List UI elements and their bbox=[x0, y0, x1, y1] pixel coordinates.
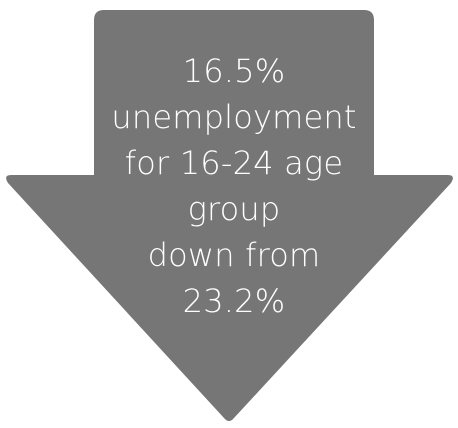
stat-label-line-1: unemployment bbox=[111, 98, 357, 136]
stat-label-line-3: group bbox=[187, 190, 281, 228]
arrow-caption: 16.5% unemployment for 16-24 age group d… bbox=[92, 48, 376, 324]
stat-value: 16.5% bbox=[182, 52, 286, 90]
previous-value: 23.2% bbox=[182, 282, 286, 320]
stat-label-line-2: for 16-24 age bbox=[124, 144, 344, 182]
down-arrow-path bbox=[6, 10, 453, 421]
stat-label-line-4: down from bbox=[147, 236, 321, 274]
